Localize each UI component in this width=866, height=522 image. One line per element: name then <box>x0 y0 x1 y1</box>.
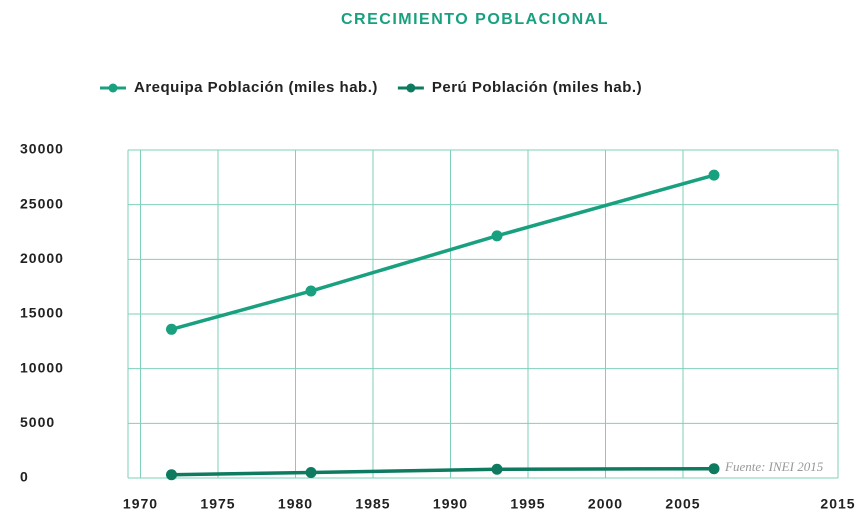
data-point <box>166 323 177 335</box>
annotation: Fuente: INEI 2015 <box>724 459 824 474</box>
legend-marker <box>108 83 118 93</box>
data-point <box>166 469 177 481</box>
data-point <box>491 463 503 475</box>
chart-title: CRECIMIENTO POBLACIONAL <box>341 11 609 28</box>
x-tick-label: 1990 <box>433 496 468 512</box>
x-tick-label: 2015 <box>820 496 855 512</box>
y-tick-label: 5000 <box>20 414 55 430</box>
y-tick-label: 10000 <box>20 359 64 375</box>
x-tick-label: 2000 <box>588 496 623 512</box>
data-point <box>305 285 317 297</box>
x-tick-label: 1985 <box>355 496 390 512</box>
y-tick-label: 15000 <box>20 305 64 321</box>
series-line <box>171 466 715 477</box>
legend-marker <box>406 83 416 93</box>
data-point <box>708 463 720 475</box>
data-point <box>491 230 503 242</box>
y-tick-label: 0 <box>20 469 29 485</box>
legend-label: Perú Población (miles hab.) <box>432 79 642 96</box>
x-tick-label: 1970 <box>123 496 158 512</box>
series-line <box>171 173 715 331</box>
y-tick-label: 25000 <box>20 195 64 211</box>
x-tick-label: 1975 <box>200 496 235 512</box>
x-tick-label: 1995 <box>510 496 545 512</box>
x-tick-label: 2005 <box>665 496 700 512</box>
y-tick-label: 30000 <box>20 141 64 157</box>
data-point <box>305 467 317 479</box>
legend-label: Arequipa Población (miles hab.) <box>134 79 378 96</box>
y-tick-label: 20000 <box>20 250 64 266</box>
data-point <box>708 169 720 181</box>
x-tick-label: 1980 <box>278 496 313 512</box>
